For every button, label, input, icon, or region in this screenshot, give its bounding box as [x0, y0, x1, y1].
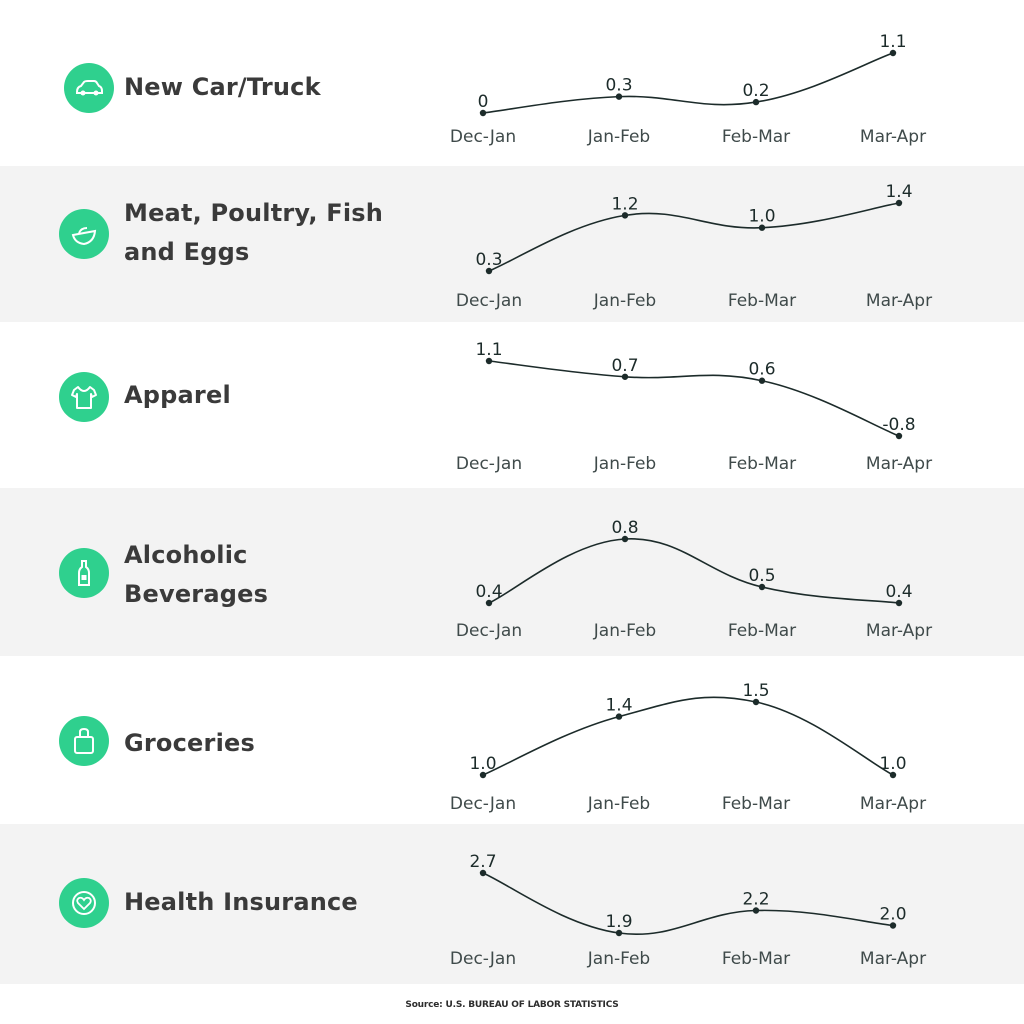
series-line	[488, 538, 900, 604]
data-label: 1.0	[748, 207, 775, 227]
tick-label: Mar-Apr	[860, 794, 926, 814]
tick-label: Mar-Apr	[866, 291, 932, 311]
tick-label: Dec-Jan	[456, 291, 522, 311]
panel-groceries: Groceries	[0, 656, 1024, 824]
data-point	[758, 224, 766, 231]
bottle-icon	[59, 548, 109, 598]
series-line	[482, 872, 894, 935]
panel-new-car-truck: New Car/Truck	[0, 0, 1024, 166]
data-label: 0.4	[475, 582, 502, 602]
data-label: 0	[478, 92, 489, 112]
category-title: Groceries	[124, 729, 255, 757]
data-label: 0.3	[605, 76, 632, 96]
data-point	[615, 929, 623, 937]
tick-label: Jan-Feb	[593, 454, 656, 474]
data-point	[621, 535, 629, 543]
tick-label: Dec-Jan	[450, 127, 516, 147]
data-point	[615, 93, 623, 100]
tick-label: Feb-Mar	[722, 949, 790, 969]
tick-label: Mar-Apr	[866, 621, 932, 641]
series-line	[482, 52, 894, 114]
data-point	[895, 599, 903, 607]
data-point	[615, 713, 623, 720]
panel-apparel: Apparel	[0, 322, 1024, 488]
data-point	[479, 771, 487, 779]
data-label: 2.7	[469, 852, 496, 872]
data-point	[621, 212, 629, 219]
tick-label: Mar-Apr	[866, 454, 932, 474]
health-insurance-icon	[59, 878, 109, 928]
data-label: 0.5	[748, 566, 775, 586]
data-label: 1.4	[605, 696, 632, 716]
data-point	[895, 432, 903, 440]
data-point	[895, 199, 903, 207]
food-bowl-icon	[59, 209, 109, 259]
source-note: Source: U.S. BUREAU OF LABOR STATISTICS	[405, 1000, 619, 1010]
data-label: 1.0	[469, 754, 496, 774]
data-label: 0.8	[611, 518, 638, 538]
data-label: 0.3	[475, 250, 502, 270]
data-label: 1.2	[611, 194, 638, 214]
tick-label: Feb-Mar	[722, 794, 790, 814]
data-point	[479, 109, 487, 117]
data-point	[758, 583, 766, 591]
series-line	[482, 696, 894, 776]
data-label: 0.4	[885, 582, 912, 602]
data-label: 0.7	[611, 356, 638, 376]
car-icon	[64, 63, 114, 113]
category-title: Alcoholic Beverages	[124, 541, 269, 608]
data-point	[621, 373, 629, 380]
tick-label: Mar-Apr	[860, 949, 926, 969]
tick-label: Feb-Mar	[728, 454, 796, 474]
series-line	[488, 360, 900, 437]
category-title: Apparel	[124, 381, 231, 409]
data-label: 0.6	[748, 360, 775, 380]
panel-health-insurance: Health Insurance	[0, 824, 1024, 984]
tick-label: Jan-Feb	[587, 127, 650, 147]
data-point	[485, 357, 493, 365]
data-point	[485, 599, 493, 607]
data-label: 1.1	[475, 340, 502, 360]
tick-label: Dec-Jan	[450, 794, 516, 814]
category-title: New Car/Truck	[124, 73, 321, 101]
tick-label: Dec-Jan	[450, 949, 516, 969]
series-line	[488, 202, 900, 272]
data-point	[752, 98, 760, 106]
tick-label: Jan-Feb	[587, 949, 650, 969]
data-label: 1.1	[879, 32, 906, 52]
data-point	[889, 922, 897, 929]
data-point	[485, 267, 493, 275]
data-point	[752, 698, 760, 706]
data-point	[479, 869, 487, 877]
data-label: 2.0	[879, 905, 906, 925]
shirt-icon	[59, 372, 109, 422]
tick-label: Feb-Mar	[728, 621, 796, 641]
tick-label: Dec-Jan	[456, 454, 522, 474]
data-label: -0.8	[882, 415, 915, 435]
data-point	[889, 771, 897, 779]
data-label: 1.4	[885, 182, 912, 202]
tick-label: Feb-Mar	[728, 291, 796, 311]
data-label: 1.0	[879, 754, 906, 774]
data-point	[752, 907, 760, 914]
panel-meat-poultry: Meat, Poultry, Fish and Eggs	[0, 166, 1024, 322]
data-label: 2.2	[742, 890, 769, 910]
tick-label: Jan-Feb	[587, 794, 650, 814]
category-title: Health Insurance	[124, 888, 358, 916]
tick-label: Dec-Jan	[456, 621, 522, 641]
shopping-bag-icon	[59, 716, 109, 766]
category-title: Meat, Poultry, Fish and Eggs	[124, 199, 384, 266]
tick-label: Jan-Feb	[593, 291, 656, 311]
data-point	[758, 377, 766, 384]
data-point	[889, 49, 897, 57]
tick-label: Jan-Feb	[593, 621, 656, 641]
tick-label: Feb-Mar	[722, 127, 790, 147]
panel-alcoholic-beverages: Alcoholic Beverages	[0, 488, 1024, 656]
data-label: 1.5	[742, 681, 769, 701]
data-label: 1.9	[605, 912, 632, 932]
tick-label: Mar-Apr	[860, 127, 926, 147]
data-label: 0.2	[742, 81, 769, 101]
